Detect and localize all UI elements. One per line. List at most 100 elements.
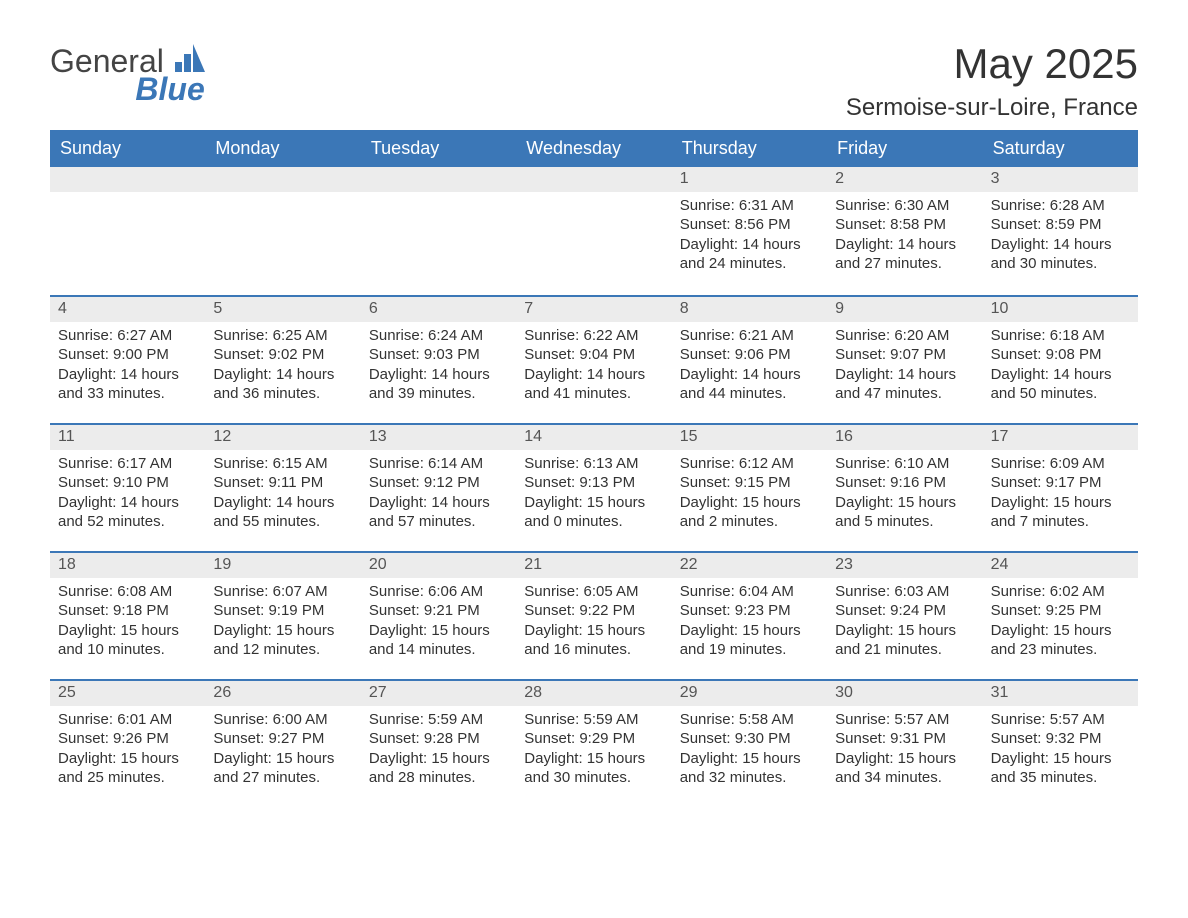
daylight1-text: Daylight: 14 hours: [369, 493, 508, 513]
weekday-header-row: Sunday Monday Tuesday Wednesday Thursday…: [50, 130, 1138, 167]
sunset-text: Sunset: 8:56 PM: [680, 215, 819, 235]
date-number: 19: [205, 551, 360, 578]
daylight1-text: Daylight: 15 hours: [524, 493, 663, 513]
daylight2-text: and 0 minutes.: [524, 512, 663, 532]
sunset-text: Sunset: 9:19 PM: [213, 601, 352, 621]
daylight1-text: Daylight: 14 hours: [835, 365, 974, 385]
daylight2-text: and 44 minutes.: [680, 384, 819, 404]
weekday-header: Wednesday: [516, 130, 671, 167]
date-number: 10: [983, 295, 1138, 322]
day-cell: 13Sunrise: 6:14 AMSunset: 9:12 PMDayligh…: [361, 423, 516, 551]
daylight1-text: Daylight: 15 hours: [369, 749, 508, 769]
sunrise-text: Sunrise: 6:06 AM: [369, 582, 508, 602]
sunset-text: Sunset: 8:58 PM: [835, 215, 974, 235]
day-cell: 25Sunrise: 6:01 AMSunset: 9:26 PMDayligh…: [50, 679, 205, 807]
date-number: [50, 167, 205, 192]
sunrise-text: Sunrise: 6:10 AM: [835, 454, 974, 474]
sunrise-text: Sunrise: 6:08 AM: [58, 582, 197, 602]
sunrise-text: Sunrise: 6:15 AM: [213, 454, 352, 474]
daylight2-text: and 24 minutes.: [680, 254, 819, 274]
daylight2-text: and 32 minutes.: [680, 768, 819, 788]
sunrise-text: Sunrise: 6:28 AM: [991, 196, 1130, 216]
day-cell: 2Sunrise: 6:30 AMSunset: 8:58 PMDaylight…: [827, 167, 982, 295]
date-number: 14: [516, 423, 671, 450]
sunrise-text: Sunrise: 6:30 AM: [835, 196, 974, 216]
daylight2-text: and 27 minutes.: [213, 768, 352, 788]
daylight1-text: Daylight: 14 hours: [991, 365, 1130, 385]
calendar-body: 1Sunrise: 6:31 AMSunset: 8:56 PMDaylight…: [50, 167, 1138, 807]
empty-cell: [50, 167, 205, 295]
daylight2-text: and 33 minutes.: [58, 384, 197, 404]
date-number: 5: [205, 295, 360, 322]
daylight2-text: and 21 minutes.: [835, 640, 974, 660]
sunset-text: Sunset: 9:11 PM: [213, 473, 352, 493]
weekday-header: Thursday: [672, 130, 827, 167]
daylight1-text: Daylight: 14 hours: [835, 235, 974, 255]
weekday-header: Sunday: [50, 130, 205, 167]
sunset-text: Sunset: 9:23 PM: [680, 601, 819, 621]
daylight1-text: Daylight: 15 hours: [991, 749, 1130, 769]
daylight1-text: Daylight: 15 hours: [369, 621, 508, 641]
sunrise-text: Sunrise: 6:07 AM: [213, 582, 352, 602]
daylight2-text: and 5 minutes.: [835, 512, 974, 532]
daylight1-text: Daylight: 15 hours: [991, 493, 1130, 513]
sunrise-text: Sunrise: 6:02 AM: [991, 582, 1130, 602]
sunrise-text: Sunrise: 6:14 AM: [369, 454, 508, 474]
sunrise-text: Sunrise: 6:00 AM: [213, 710, 352, 730]
date-number: 3: [983, 167, 1138, 192]
day-cell: 8Sunrise: 6:21 AMSunset: 9:06 PMDaylight…: [672, 295, 827, 423]
day-cell: 18Sunrise: 6:08 AMSunset: 9:18 PMDayligh…: [50, 551, 205, 679]
sunset-text: Sunset: 9:21 PM: [369, 601, 508, 621]
day-cell: 23Sunrise: 6:03 AMSunset: 9:24 PMDayligh…: [827, 551, 982, 679]
date-number: [516, 167, 671, 192]
sunrise-text: Sunrise: 6:04 AM: [680, 582, 819, 602]
sunset-text: Sunset: 9:22 PM: [524, 601, 663, 621]
sunset-text: Sunset: 9:15 PM: [680, 473, 819, 493]
sunset-text: Sunset: 9:03 PM: [369, 345, 508, 365]
sunrise-text: Sunrise: 6:27 AM: [58, 326, 197, 346]
sunset-text: Sunset: 9:29 PM: [524, 729, 663, 749]
daylight2-text: and 52 minutes.: [58, 512, 197, 532]
date-number: 22: [672, 551, 827, 578]
date-number: 9: [827, 295, 982, 322]
sunrise-text: Sunrise: 6:25 AM: [213, 326, 352, 346]
day-cell: 7Sunrise: 6:22 AMSunset: 9:04 PMDaylight…: [516, 295, 671, 423]
daylight1-text: Daylight: 14 hours: [58, 365, 197, 385]
sunrise-text: Sunrise: 6:20 AM: [835, 326, 974, 346]
date-number: 18: [50, 551, 205, 578]
day-cell: 16Sunrise: 6:10 AMSunset: 9:16 PMDayligh…: [827, 423, 982, 551]
sunset-text: Sunset: 9:07 PM: [835, 345, 974, 365]
daylight1-text: Daylight: 15 hours: [835, 749, 974, 769]
sunset-text: Sunset: 9:26 PM: [58, 729, 197, 749]
daylight2-text: and 7 minutes.: [991, 512, 1130, 532]
empty-cell: [361, 167, 516, 295]
daylight2-text: and 41 minutes.: [524, 384, 663, 404]
daylight2-text: and 16 minutes.: [524, 640, 663, 660]
sunrise-text: Sunrise: 6:18 AM: [991, 326, 1130, 346]
empty-cell: [205, 167, 360, 295]
sunset-text: Sunset: 9:04 PM: [524, 345, 663, 365]
daylight1-text: Daylight: 14 hours: [369, 365, 508, 385]
date-number: 29: [672, 679, 827, 706]
sunrise-text: Sunrise: 6:22 AM: [524, 326, 663, 346]
daylight2-text: and 39 minutes.: [369, 384, 508, 404]
daylight2-text: and 50 minutes.: [991, 384, 1130, 404]
day-cell: 11Sunrise: 6:17 AMSunset: 9:10 PMDayligh…: [50, 423, 205, 551]
sunset-text: Sunset: 9:08 PM: [991, 345, 1130, 365]
daylight1-text: Daylight: 14 hours: [524, 365, 663, 385]
day-cell: 26Sunrise: 6:00 AMSunset: 9:27 PMDayligh…: [205, 679, 360, 807]
date-number: 28: [516, 679, 671, 706]
month-title: May 2025: [846, 40, 1138, 88]
daylight1-text: Daylight: 15 hours: [213, 621, 352, 641]
day-cell: 15Sunrise: 6:12 AMSunset: 9:15 PMDayligh…: [672, 423, 827, 551]
date-number: 1: [672, 167, 827, 192]
weekday-header: Friday: [827, 130, 982, 167]
sunrise-text: Sunrise: 6:03 AM: [835, 582, 974, 602]
date-number: 4: [50, 295, 205, 322]
daylight1-text: Daylight: 15 hours: [58, 621, 197, 641]
day-cell: 27Sunrise: 5:59 AMSunset: 9:28 PMDayligh…: [361, 679, 516, 807]
daylight2-text: and 57 minutes.: [369, 512, 508, 532]
sunrise-text: Sunrise: 5:57 AM: [835, 710, 974, 730]
daylight1-text: Daylight: 15 hours: [213, 749, 352, 769]
date-number: 26: [205, 679, 360, 706]
